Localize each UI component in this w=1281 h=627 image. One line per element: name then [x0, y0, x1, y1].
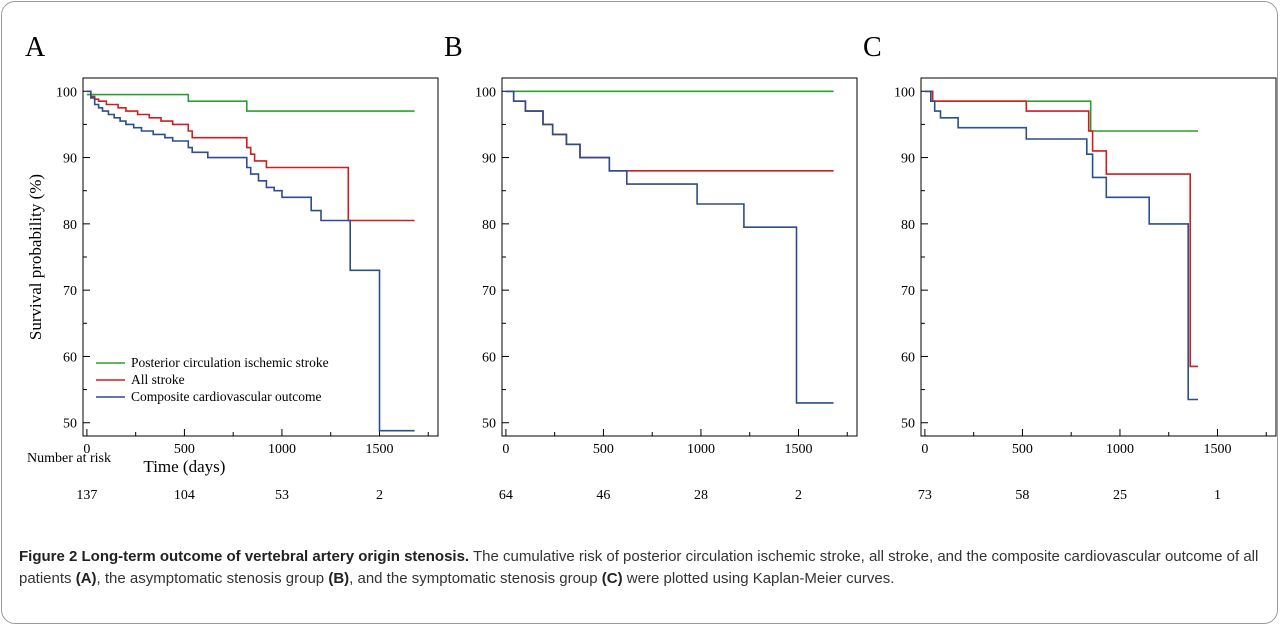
- series-b-composite: [505, 90, 834, 404]
- ytick-label-c-70: 70: [901, 284, 915, 299]
- xtick-label-c-1500: 1500: [1203, 442, 1231, 457]
- ytick-label-b-100: 100: [475, 85, 496, 100]
- legend-label-all-stroke: All stroke: [131, 372, 185, 387]
- ytick-label-c-90: 90: [901, 152, 915, 167]
- caption-title: Figure 2 Long-term outcome of vertebral …: [19, 548, 470, 565]
- ytick-label-a-80: 80: [63, 218, 77, 233]
- xtick-label-c-500: 500: [1012, 442, 1033, 457]
- ytick-label-b-80: 80: [482, 218, 496, 233]
- series-a-all-stroke: [86, 90, 415, 222]
- ytick-label-c-100: 100: [894, 85, 915, 100]
- xlabel-a: Time (days): [143, 457, 225, 476]
- caption-ref-c: (C): [601, 570, 623, 587]
- risk-number-a-2: 53: [275, 488, 289, 503]
- panel-label-a: A: [25, 32, 46, 63]
- series-a-composite: [86, 90, 415, 432]
- risk-number-c-2: 25: [1113, 488, 1127, 503]
- caption-ref-b: (B): [328, 570, 350, 587]
- xtick-label-c-1000: 1000: [1106, 442, 1134, 457]
- ytick-label-b-90: 90: [482, 152, 496, 167]
- risk-number-b-0: 64: [499, 488, 513, 503]
- series-c-all-stroke: [924, 90, 1198, 368]
- xtick-label-a-1500: 1500: [365, 442, 393, 457]
- caption-text-1: The cumulative risk of posterior circula…: [19, 548, 1259, 587]
- risk-number-a-1: 104: [174, 488, 195, 503]
- series-b-all-stroke: [505, 90, 834, 172]
- risk-number-a-0: 137: [76, 488, 97, 503]
- xtick-label-b-1000: 1000: [687, 442, 715, 457]
- figure-caption: Figure 2 Long-term outcome of vertebral …: [19, 546, 1259, 590]
- ytick-label-b-50: 50: [482, 417, 496, 432]
- xtick-label-b-1500: 1500: [784, 442, 812, 457]
- risk-number-c-1: 58: [1015, 488, 1029, 503]
- xtick-label-b-500: 500: [593, 442, 614, 457]
- ytick-label-c-60: 60: [901, 350, 915, 365]
- legend-label-posterior: Posterior circulation ischemic stroke: [131, 355, 329, 370]
- ylabel-a: Survival probability (%): [26, 174, 45, 340]
- ytick-label-c-50: 50: [901, 417, 915, 432]
- xtick-label-b-0: 0: [502, 442, 509, 457]
- xtick-label-c-0: 0: [921, 442, 928, 457]
- xtick-label-a-0: 0: [83, 442, 90, 457]
- ytick-label-a-100: 100: [56, 85, 77, 100]
- caption-text-3: , and the symptomatic stenosis group: [349, 570, 602, 587]
- risk-number-b-1: 46: [596, 488, 610, 503]
- ytick-label-a-70: 70: [63, 284, 77, 299]
- plot-frame-b: [501, 77, 858, 437]
- ytick-label-a-50: 50: [63, 417, 77, 432]
- ytick-label-a-90: 90: [63, 152, 77, 167]
- panel-label-b: B: [444, 32, 463, 63]
- ytick-label-a-60: 60: [63, 350, 77, 365]
- risk-number-c-3: 1: [1214, 488, 1221, 503]
- caption-text-2: , the asymptomatic stenosis group: [96, 570, 329, 587]
- legend-label-composite: Composite cardiovascular outcome: [131, 389, 321, 404]
- caption-ref-a: (A): [75, 570, 97, 587]
- ytick-label-c-80: 80: [901, 218, 915, 233]
- risk-number-a-3: 2: [376, 488, 383, 503]
- risk-number-c-0: 73: [918, 488, 932, 503]
- ytick-label-b-60: 60: [482, 350, 496, 365]
- panel-label-c: C: [863, 32, 882, 63]
- caption-text-4: were plotted using Kaplan-Meier curves.: [622, 570, 895, 587]
- series-c-composite: [924, 90, 1198, 401]
- risk-table-label: Number at risk: [27, 451, 111, 466]
- xtick-label-a-1000: 1000: [268, 442, 296, 457]
- risk-number-b-3: 2: [795, 488, 802, 503]
- risk-number-b-2: 28: [694, 488, 708, 503]
- series-a-posterior: [86, 93, 415, 112]
- ytick-label-b-70: 70: [482, 284, 496, 299]
- xtick-label-a-500: 500: [174, 442, 195, 457]
